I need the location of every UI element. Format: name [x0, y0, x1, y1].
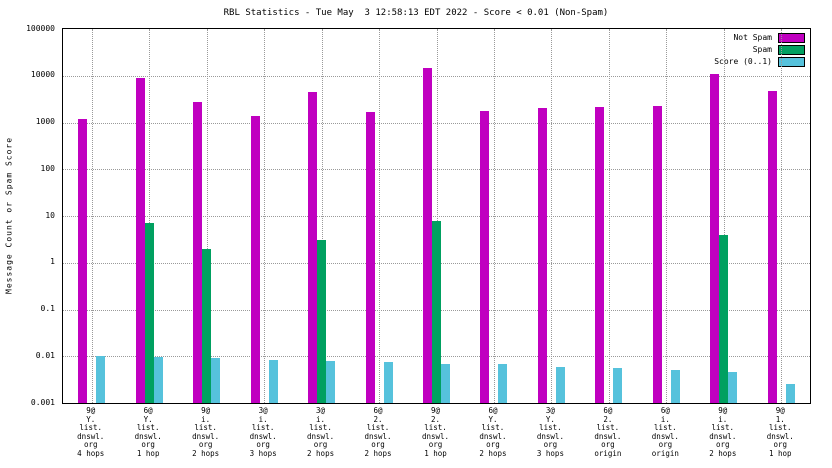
bar-not-spam: [595, 106, 605, 403]
bar-score-0-1-: [728, 372, 738, 403]
bar-spam: [719, 234, 729, 403]
y-tick-label: 0.01: [35, 350, 55, 360]
gridline-vertical: [666, 29, 668, 403]
gridline-vertical: [436, 29, 438, 403]
legend: Not Spam Spam Score (0..1): [714, 33, 805, 67]
bar-spam: [432, 220, 441, 403]
bar-spam: [202, 248, 212, 403]
bar-not-spam: [135, 77, 145, 403]
bar-not-spam: [710, 73, 720, 403]
gridline-vertical: [149, 29, 151, 403]
bar-score-0-1-: [555, 366, 565, 403]
bar-score-0-1-: [613, 368, 623, 403]
legend-item: Not Spam: [714, 33, 805, 43]
x-tick-label: 6@ Y. list. dnswl. org 2 hops: [479, 406, 507, 458]
x-tick-label: 9@ i. list. dnswl. org 2 hops: [709, 406, 737, 458]
x-tick-label: 6@ i. list. dnswl. org origin: [651, 406, 679, 458]
legend-item: Spam: [714, 45, 805, 55]
legend-label: Spam: [752, 45, 772, 54]
plot-area: Not Spam Spam Score (0..1): [62, 28, 811, 404]
y-axis-ticks: 100000 10000 1000 100 10 1 0.1 0.01 0.001: [0, 24, 58, 407]
gridline-vertical: [608, 29, 610, 403]
y-tick-label: 0.001: [30, 397, 55, 407]
gridline-vertical: [91, 29, 93, 403]
x-tick-label: 6@ 2. list. dnswl. org origin: [594, 406, 622, 458]
x-tick-label: 9@ 1. list. dnswl. org 1 hop: [766, 406, 794, 458]
bar-score-0-1-: [326, 360, 336, 403]
bar-score-0-1-: [268, 359, 278, 403]
chart-title: RBL Statistics - Tue May 3 12:58:13 EDT …: [223, 8, 609, 18]
bar-spam: [317, 240, 327, 403]
bar-not-spam: [78, 118, 88, 403]
y-tick-label: 1000: [35, 117, 55, 126]
bar-score-0-1-: [441, 363, 450, 403]
legend-label: Not Spam: [733, 33, 772, 42]
x-axis-labels: 9@ Y. list. dnswl. org 4 hops 6@ Y. list.…: [62, 406, 809, 465]
gridline-vertical: [379, 29, 381, 403]
bar-score-0-1-: [785, 383, 795, 403]
x-tick-label: 6@ 2. list. dnswl. org 2 hops: [364, 406, 392, 458]
bar-score-0-1-: [670, 370, 680, 403]
x-tick-label: 3@ i. list. dnswl. org 3 hops: [249, 406, 277, 458]
gridline-vertical: [321, 29, 323, 403]
bar-score-0-1-: [153, 357, 163, 403]
x-tick-label: 9@ i. list. dnswl. org 2 hops: [192, 406, 220, 458]
legend-swatch: [778, 45, 805, 55]
y-tick-label: 100: [40, 163, 55, 173]
bar-not-spam: [537, 108, 547, 403]
y-tick-label: 10000: [30, 70, 55, 80]
legend-label: Score (0..1): [714, 57, 772, 66]
y-tick-label: 10: [45, 210, 55, 220]
bar-not-spam: [423, 67, 432, 403]
y-tick-label: 0.1: [40, 304, 55, 313]
gridline-vertical: [781, 29, 783, 403]
bar-not-spam: [480, 111, 490, 403]
bar-not-spam: [767, 90, 777, 403]
legend-swatch: [778, 33, 805, 43]
gridline-vertical: [493, 29, 495, 403]
bar-score-0-1-: [211, 358, 221, 403]
legend-swatch: [778, 57, 805, 67]
bar-spam: [144, 223, 154, 403]
bar-score-0-1-: [96, 356, 106, 403]
bar-not-spam: [308, 91, 318, 403]
gridline-vertical: [264, 29, 266, 403]
legend-item: Score (0..1): [714, 57, 805, 67]
x-tick-label: 3@ Y. list. dnswl. org 3 hops: [536, 406, 564, 458]
gridline-vertical: [206, 29, 208, 403]
bar-not-spam: [365, 111, 375, 403]
y-tick-label: 100000: [26, 23, 55, 33]
bar-not-spam: [193, 102, 203, 403]
gridline-vertical: [723, 29, 725, 403]
x-tick-label: 3@ i. list. dnswl. org 2 hops: [307, 406, 335, 458]
bar-score-0-1-: [498, 364, 508, 403]
bar-not-spam: [250, 115, 260, 403]
x-tick-label: 6@ Y. list. dnswl. org 1 hop: [134, 406, 162, 458]
x-tick-label: 9@ 2. list. dnswl. org 1 hop: [421, 406, 450, 458]
bar-not-spam: [652, 105, 662, 403]
x-tick-label: 9@ Y. list. dnswl. org 4 hops: [77, 406, 105, 458]
gridline-vertical: [551, 29, 553, 403]
y-tick-label: 1: [50, 257, 55, 267]
bar-score-0-1-: [383, 362, 393, 403]
